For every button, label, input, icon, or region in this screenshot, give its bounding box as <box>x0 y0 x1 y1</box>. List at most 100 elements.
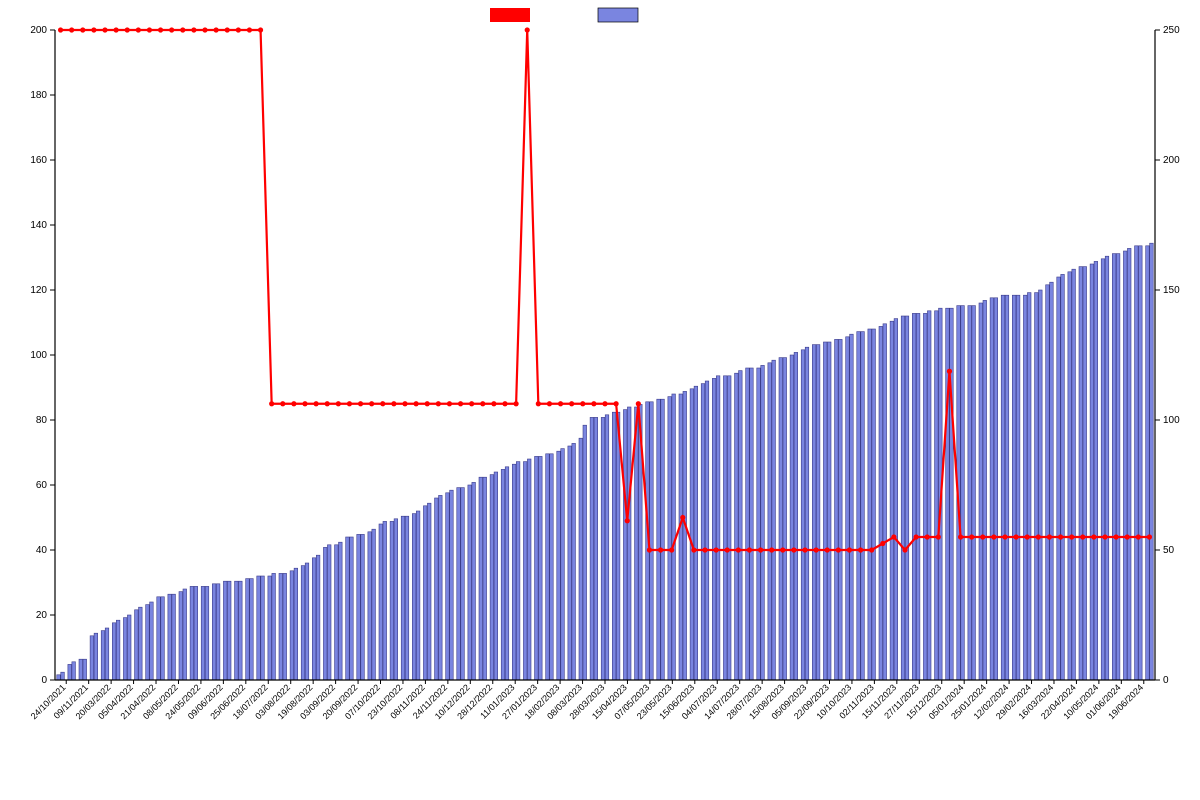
bar-b <box>850 334 854 680</box>
line-marker <box>1147 534 1152 539</box>
bar-b <box>727 376 731 680</box>
bar-a <box>1057 277 1061 680</box>
line-marker <box>136 27 141 32</box>
bar-b <box>805 347 809 680</box>
ytick-right-label: 250 <box>1163 25 1180 36</box>
ytick-left-label: 100 <box>30 350 47 361</box>
line-marker <box>647 547 652 552</box>
ytick-left-label: 180 <box>30 90 47 101</box>
line-marker <box>314 401 319 406</box>
line-marker <box>369 401 374 406</box>
bar-a <box>479 477 483 680</box>
bar-a <box>357 534 361 680</box>
bar-a <box>568 446 572 680</box>
bar-b <box>305 563 309 680</box>
line-marker <box>180 27 185 32</box>
bar-a <box>335 545 339 680</box>
bar-b <box>105 628 109 680</box>
bar-a <box>290 571 294 680</box>
bar-b <box>283 573 287 680</box>
line-marker <box>169 27 174 32</box>
bar-b <box>1039 290 1043 680</box>
line-marker <box>125 27 130 32</box>
bar-b <box>316 555 320 680</box>
bar-b <box>83 659 87 680</box>
line-marker <box>714 547 719 552</box>
bar-a <box>690 389 694 680</box>
bar-b <box>361 534 365 680</box>
bar-b <box>716 376 720 680</box>
line-marker <box>391 401 396 406</box>
bar-a <box>1012 295 1016 680</box>
line-marker <box>591 401 596 406</box>
bar-b <box>761 365 765 680</box>
bar-b <box>672 394 676 680</box>
bar-a <box>523 462 527 680</box>
bar-b <box>572 443 576 680</box>
ytick-left-label: 20 <box>36 610 48 621</box>
line-marker <box>947 369 952 374</box>
line-marker <box>669 547 674 552</box>
line-marker <box>858 547 863 552</box>
line-marker <box>614 401 619 406</box>
bar-b <box>694 386 698 680</box>
line-marker <box>214 27 219 32</box>
bar-a <box>979 303 983 680</box>
bar-a <box>1023 295 1027 680</box>
bar-a <box>179 592 183 680</box>
line-marker <box>1002 534 1007 539</box>
bar-a <box>323 547 327 680</box>
ytick-left-label: 0 <box>41 675 47 686</box>
bar-b <box>794 352 798 680</box>
legend <box>490 8 638 22</box>
bar-a <box>457 488 461 680</box>
line-marker <box>91 27 96 32</box>
ytick-left-label: 160 <box>30 155 47 166</box>
bar-b <box>961 306 965 680</box>
bar-a <box>790 355 794 680</box>
bar-b <box>983 300 987 680</box>
line-marker <box>469 401 474 406</box>
bar-b <box>750 368 754 680</box>
bar-b <box>705 381 709 680</box>
line-marker <box>425 401 430 406</box>
bar-a <box>857 332 861 680</box>
line-marker <box>480 401 485 406</box>
ytick-right-label: 0 <box>1163 675 1169 686</box>
line-marker <box>491 401 496 406</box>
bar-a <box>723 376 727 680</box>
line-marker <box>691 547 696 552</box>
combo-chart: 0204060801001201401601802000501001502002… <box>0 0 1200 800</box>
bar-b <box>216 584 220 680</box>
bar-b <box>683 391 687 680</box>
bar-a <box>757 368 761 680</box>
line-marker <box>1080 534 1085 539</box>
bar-b <box>783 358 787 680</box>
bar-b <box>327 545 331 680</box>
bar-b <box>94 633 98 680</box>
bar-b <box>227 581 231 680</box>
bar-a <box>1068 272 1072 680</box>
line-marker <box>836 547 841 552</box>
bar-b <box>1027 293 1031 680</box>
bar-b <box>1094 261 1098 680</box>
line-marker <box>325 401 330 406</box>
line-marker <box>336 401 341 406</box>
line-marker <box>114 27 119 32</box>
line-marker <box>147 27 152 32</box>
line-marker <box>547 401 552 406</box>
bar-a <box>57 675 61 680</box>
bar-a <box>435 498 439 680</box>
bar-a <box>490 475 494 680</box>
bar-a <box>557 451 561 680</box>
bar-b <box>61 672 65 680</box>
bar-b <box>1061 274 1065 680</box>
bar-b <box>994 298 998 680</box>
bar-b <box>472 482 476 680</box>
line-marker <box>602 401 607 406</box>
bar-b <box>872 329 876 680</box>
line-marker <box>814 547 819 552</box>
bar-b <box>294 568 298 680</box>
bar-b <box>927 311 931 680</box>
bar-b <box>339 542 343 680</box>
